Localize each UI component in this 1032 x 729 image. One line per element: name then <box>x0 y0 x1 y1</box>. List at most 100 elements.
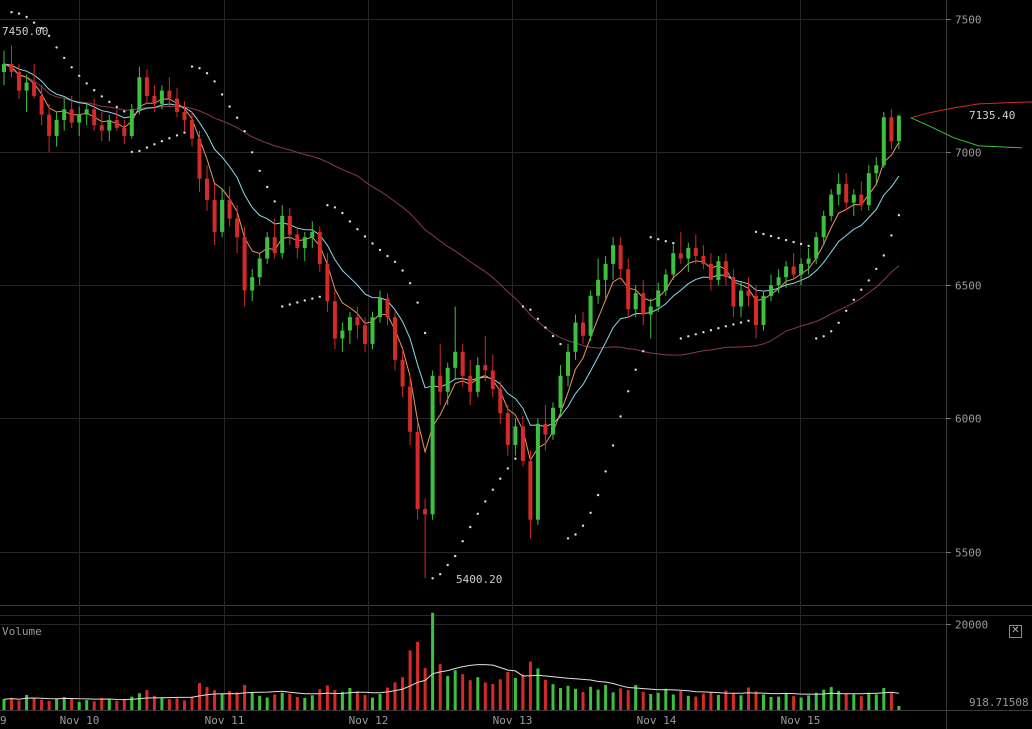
candle-body <box>566 351 570 376</box>
candle-body <box>814 237 819 259</box>
volume-bar <box>589 686 593 710</box>
sar-dot <box>371 242 374 245</box>
sar-dot <box>845 309 848 312</box>
volume-bar <box>664 688 668 710</box>
candle-body <box>475 365 480 392</box>
candle-body <box>490 370 495 390</box>
sar-dot <box>416 301 419 304</box>
volume-bars <box>2 612 901 711</box>
sar-dot <box>153 143 156 146</box>
sar-dot <box>326 204 329 207</box>
close-icon[interactable]: ✕ <box>1009 625 1022 638</box>
sar-dot <box>401 269 404 272</box>
candle-body <box>513 426 518 446</box>
sar-dot <box>251 151 254 154</box>
sar-dot <box>815 337 818 340</box>
candle-body <box>280 215 285 254</box>
volume-bar <box>40 699 44 710</box>
volume-bar <box>792 696 796 710</box>
candle-body <box>99 125 104 131</box>
candle-body <box>648 306 653 315</box>
candle-body <box>573 322 578 352</box>
candle-body <box>393 317 397 360</box>
sar-dot <box>70 66 73 69</box>
candle-body <box>2 64 6 72</box>
sar-dot <box>273 200 276 203</box>
volume-bar <box>386 687 389 710</box>
sar-dot <box>235 116 239 119</box>
sar-dot <box>499 477 502 480</box>
candle-body <box>453 351 458 368</box>
sar-dot <box>739 321 743 324</box>
sar-dot <box>559 342 562 346</box>
sar-dot <box>830 330 833 333</box>
sar-dot <box>657 238 660 241</box>
volume-bar <box>363 694 367 710</box>
sar-dot <box>469 525 472 529</box>
sar-dot <box>642 350 645 353</box>
candle-body <box>54 119 59 136</box>
candle-body <box>520 426 525 461</box>
sar-dot <box>311 297 314 300</box>
candle-body <box>317 231 322 264</box>
volume-bar <box>416 641 420 710</box>
candle-body <box>626 269 631 310</box>
candle-body <box>220 199 225 232</box>
candle-body <box>806 258 811 264</box>
volume-bar <box>867 692 871 710</box>
sar-dot <box>724 325 728 328</box>
sar-dot <box>882 254 885 257</box>
volume-bar <box>476 677 480 710</box>
volume-bar <box>739 695 743 710</box>
sar-dot <box>860 288 863 291</box>
sar-dot <box>17 12 21 15</box>
candle-body <box>114 119 119 128</box>
volume-bar <box>859 696 863 710</box>
sar-dot <box>423 331 427 335</box>
sar-dot <box>702 331 705 334</box>
sar-dot <box>589 511 592 514</box>
sar-dot <box>807 244 810 248</box>
volume-bar <box>822 689 826 710</box>
candle-body <box>859 194 864 206</box>
time-tick-label: Nov 13 <box>493 714 533 727</box>
sar-dot <box>220 93 224 96</box>
time-tick-label: 9 <box>0 714 7 727</box>
sar-dot <box>356 228 359 231</box>
candle-body <box>791 266 796 275</box>
sar-dot <box>393 260 397 263</box>
candle-body <box>197 138 202 179</box>
sar-dot <box>446 563 449 567</box>
volume-bar <box>137 693 141 710</box>
volume-bar <box>641 691 645 710</box>
candle-body <box>17 72 21 91</box>
sar-dot <box>611 444 615 447</box>
volume-bar <box>10 697 13 710</box>
sar-dot <box>333 206 337 209</box>
candle-body <box>438 375 443 392</box>
sar-dot <box>754 230 758 234</box>
sar-dot <box>145 146 149 149</box>
candle-body <box>641 293 646 315</box>
candle-body <box>581 322 585 336</box>
volume-bar <box>446 675 450 710</box>
volume-bar <box>205 687 209 710</box>
candle-body <box>295 234 300 248</box>
sar-dot <box>55 46 58 49</box>
candle-body <box>47 114 52 136</box>
volume-bar <box>122 698 126 710</box>
volume-bar <box>604 685 608 710</box>
sar-dot <box>484 500 487 503</box>
sar-dot <box>596 493 600 497</box>
candle-body <box>287 215 292 235</box>
volume-bar <box>355 691 359 710</box>
candle-body <box>851 194 856 203</box>
candle-body <box>408 386 413 432</box>
volume-bar <box>55 698 59 710</box>
sar-dot <box>431 577 434 580</box>
volume-bar <box>423 668 427 710</box>
volume-bar <box>167 699 171 710</box>
volume-bar <box>694 696 698 710</box>
volume-bar <box>889 692 893 710</box>
candle-body <box>881 117 886 166</box>
